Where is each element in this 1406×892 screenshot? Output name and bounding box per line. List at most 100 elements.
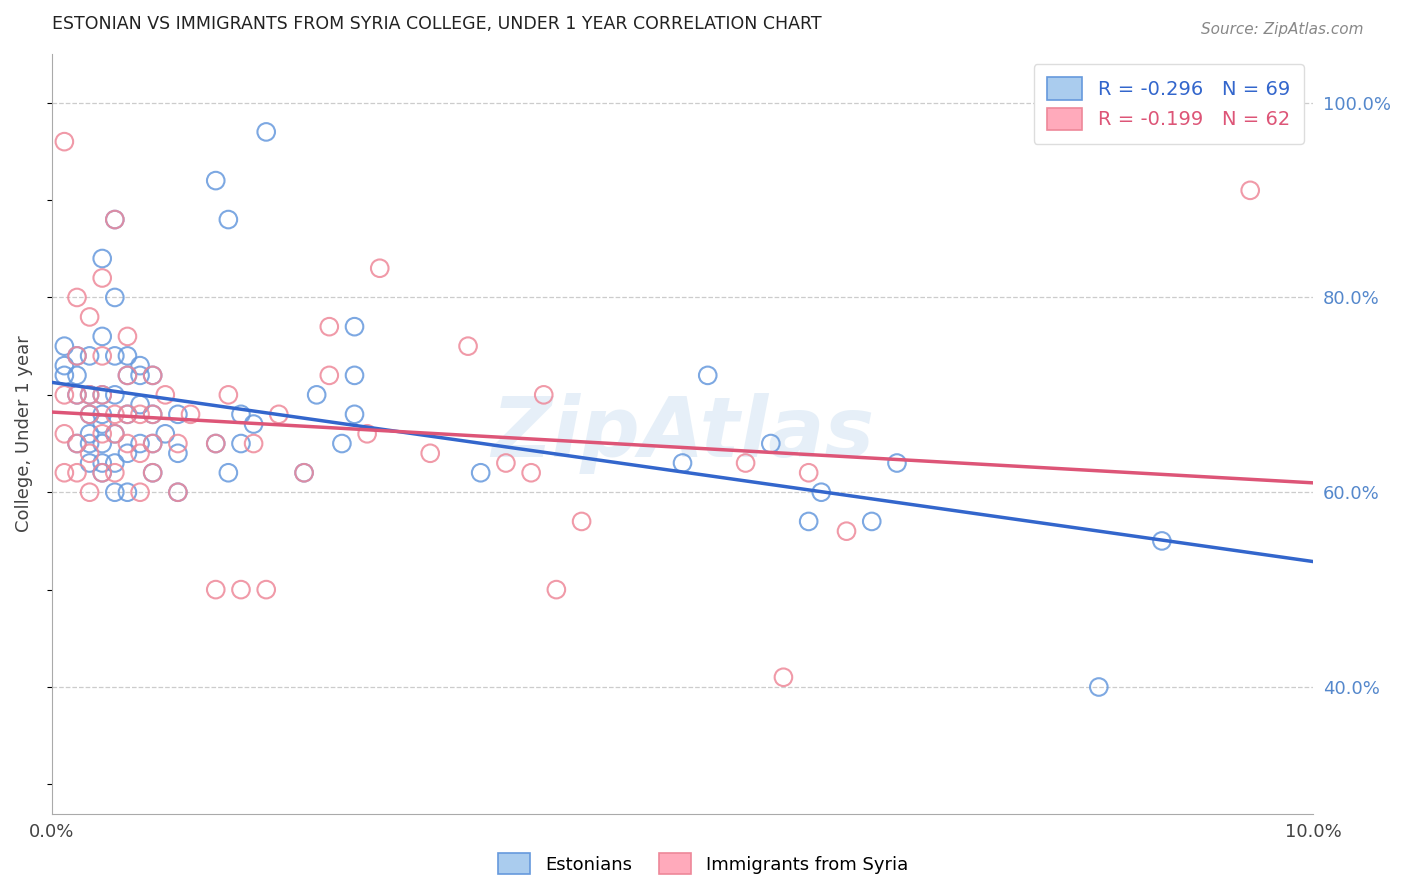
- Point: [1088, 680, 1111, 694]
- Text: ESTONIAN VS IMMIGRANTS FROM SYRIA COLLEGE, UNDER 1 YEAR CORRELATION CHART: ESTONIAN VS IMMIGRANTS FROM SYRIA COLLEG…: [52, 15, 821, 33]
- Point: [254, 582, 277, 597]
- Point: [66, 349, 89, 363]
- Point: [79, 456, 101, 470]
- Point: [142, 436, 165, 450]
- Point: [117, 485, 139, 500]
- Point: [886, 456, 908, 470]
- Point: [91, 329, 114, 343]
- Point: [142, 436, 165, 450]
- Point: [91, 388, 114, 402]
- Point: [242, 436, 264, 450]
- Point: [91, 349, 114, 363]
- Point: [772, 670, 794, 684]
- Point: [129, 446, 152, 460]
- Point: [305, 388, 328, 402]
- Point: [53, 466, 76, 480]
- Point: [229, 407, 252, 421]
- Point: [229, 436, 252, 450]
- Point: [79, 349, 101, 363]
- Point: [217, 388, 239, 402]
- Point: [129, 359, 152, 373]
- Point: [53, 388, 76, 402]
- Point: [117, 407, 139, 421]
- Point: [142, 407, 165, 421]
- Point: [104, 456, 127, 470]
- Point: [117, 349, 139, 363]
- Point: [66, 436, 89, 450]
- Point: [155, 388, 177, 402]
- Point: [53, 368, 76, 383]
- Point: [267, 407, 290, 421]
- Point: [696, 368, 718, 383]
- Point: [343, 407, 366, 421]
- Point: [254, 125, 277, 139]
- Point: [520, 466, 543, 480]
- Point: [104, 388, 127, 402]
- Point: [117, 329, 139, 343]
- Point: [53, 426, 76, 441]
- Point: [117, 368, 139, 383]
- Point: [167, 485, 190, 500]
- Text: Source: ZipAtlas.com: Source: ZipAtlas.com: [1201, 22, 1364, 37]
- Point: [104, 426, 127, 441]
- Point: [91, 252, 114, 266]
- Point: [129, 407, 152, 421]
- Point: [79, 436, 101, 450]
- Point: [457, 339, 479, 353]
- Point: [343, 319, 366, 334]
- Point: [104, 212, 127, 227]
- Point: [91, 436, 114, 450]
- Point: [167, 446, 190, 460]
- Point: [368, 261, 391, 276]
- Point: [470, 466, 492, 480]
- Point: [66, 436, 89, 450]
- Point: [91, 456, 114, 470]
- Point: [571, 515, 593, 529]
- Point: [91, 466, 114, 480]
- Point: [117, 446, 139, 460]
- Point: [66, 349, 89, 363]
- Point: [835, 524, 858, 538]
- Point: [204, 582, 226, 597]
- Point: [91, 407, 114, 421]
- Legend: Estonians, Immigrants from Syria: Estonians, Immigrants from Syria: [489, 844, 917, 883]
- Point: [546, 582, 568, 597]
- Y-axis label: College, Under 1 year: College, Under 1 year: [15, 335, 32, 533]
- Point: [91, 388, 114, 402]
- Point: [117, 436, 139, 450]
- Point: [142, 466, 165, 480]
- Point: [419, 446, 441, 460]
- Point: [810, 485, 832, 500]
- Point: [91, 417, 114, 431]
- Point: [533, 388, 555, 402]
- Point: [129, 398, 152, 412]
- Point: [104, 407, 127, 421]
- Point: [797, 515, 820, 529]
- Point: [104, 212, 127, 227]
- Point: [318, 368, 340, 383]
- Point: [104, 290, 127, 304]
- Point: [129, 436, 152, 450]
- Point: [671, 456, 693, 470]
- Point: [79, 310, 101, 324]
- Point: [91, 426, 114, 441]
- Point: [180, 407, 202, 421]
- Point: [53, 339, 76, 353]
- Point: [292, 466, 315, 480]
- Point: [343, 368, 366, 383]
- Point: [142, 466, 165, 480]
- Point: [167, 485, 190, 500]
- Point: [1150, 533, 1173, 548]
- Point: [734, 456, 756, 470]
- Text: ZipAtlas: ZipAtlas: [491, 393, 875, 475]
- Point: [292, 466, 315, 480]
- Point: [66, 388, 89, 402]
- Point: [204, 436, 226, 450]
- Point: [217, 466, 239, 480]
- Point: [66, 290, 89, 304]
- Point: [91, 466, 114, 480]
- Point: [104, 485, 127, 500]
- Point: [217, 212, 239, 227]
- Point: [495, 456, 517, 470]
- Point: [79, 388, 101, 402]
